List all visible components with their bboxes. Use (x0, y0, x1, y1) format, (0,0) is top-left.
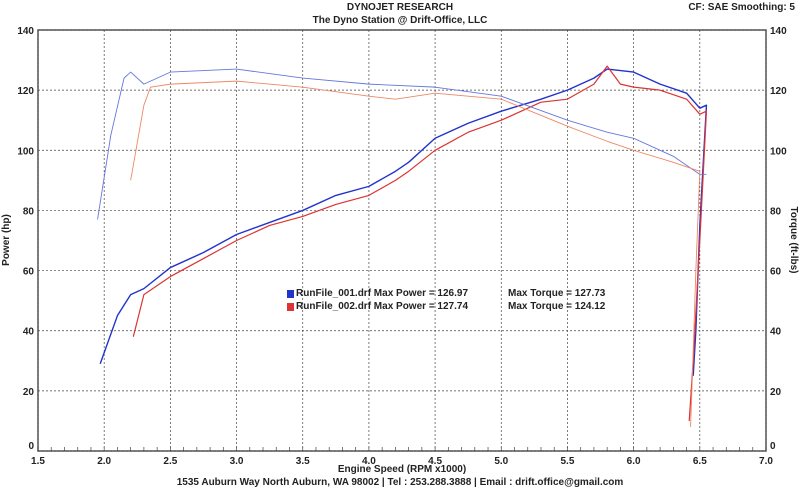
y2-tick-label: 80 (770, 206, 782, 217)
series-line (130, 80, 701, 427)
y-tick-label: 0 (28, 441, 34, 452)
legend-torque: Max Torque = 124.12 (508, 300, 606, 312)
x-tick-label: 5.5 (561, 456, 575, 467)
y-tick-label: 60 (23, 267, 35, 278)
y2-tick-label: 60 (770, 267, 782, 278)
y-tick-label: 120 (17, 86, 34, 97)
chart-subtitle: The Dyno Station @ Drift-Office, LLC (312, 15, 488, 26)
footer-text: 1535 Auburn Way North Auburn, WA 98002 |… (176, 477, 624, 488)
legend-torque: Max Torque = 127.73 (508, 287, 606, 299)
x-tick-label: 6.0 (627, 456, 641, 467)
settings-label: CF: SAE Smoothing: 5 (688, 2, 795, 13)
plot-frame (37, 29, 767, 452)
x-tick-label: 2.0 (97, 456, 111, 467)
legend-item: RunFile_002.drf Max Power = 127.74 Max T… (287, 300, 605, 313)
y-tick-label: 140 (17, 26, 34, 37)
series-line (132, 65, 708, 421)
series-line (97, 68, 707, 220)
y-tick-label: 20 (23, 387, 35, 398)
y2-tick-label: 0 (770, 441, 776, 452)
x-tick-label: 4.0 (362, 456, 376, 467)
legend-file: RunFile_002.drf Max Power = 127.74 (296, 300, 469, 312)
y2-tick-label: 120 (770, 86, 787, 97)
legend-swatch (287, 289, 294, 298)
x-tick-label: 5.0 (494, 456, 508, 467)
x-tick-label: 7.0 (759, 456, 773, 467)
legend-file: RunFile_001.drf Max Power = 126.97 (296, 287, 469, 299)
x-tick-label: 6.5 (693, 456, 707, 467)
chart-title: DYNOJET RESEARCH (346, 2, 454, 13)
x-axis-label: Engine Speed (RPM x1000) (337, 464, 467, 475)
y-axis-label: Power (hp) (1, 214, 12, 266)
legend-swatch (287, 302, 294, 311)
y2-tick-label: 140 (770, 26, 787, 37)
y2-tick-label: 20 (770, 387, 782, 398)
y-tick-label: 40 (23, 327, 35, 338)
legend: RunFile_001.drf Max Power = 126.97 Max T… (287, 287, 605, 313)
series-line (99, 68, 708, 376)
x-tick-label: 3.5 (296, 456, 310, 467)
legend-item: RunFile_001.drf Max Power = 126.97 Max T… (287, 287, 605, 300)
x-tick-label: 4.5 (428, 456, 442, 467)
y2-axis-label: Torque (ft-lbs) (788, 206, 799, 274)
y2-tick-label: 40 (770, 327, 782, 338)
y-tick-label: 100 (17, 146, 34, 157)
y-tick-label: 80 (23, 206, 35, 217)
y2-tick-label: 100 (770, 146, 787, 157)
x-tick-label: 2.5 (163, 456, 177, 467)
x-tick-label: 1.5 (31, 456, 45, 467)
x-tick-label: 3.0 (230, 456, 244, 467)
